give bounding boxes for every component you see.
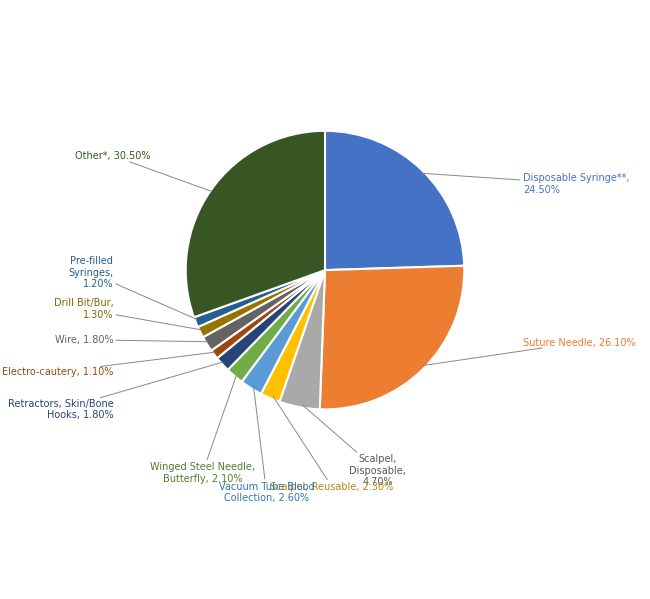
Text: Suture Needle, 26.10%: Suture Needle, 26.10% [423,338,636,365]
Wedge shape [227,270,325,382]
Text: Disposable Syringe**,
24.50%: Disposable Syringe**, 24.50% [422,173,629,195]
Text: Wire, 1.80%: Wire, 1.80% [55,335,208,345]
Wedge shape [203,270,325,350]
Text: Vacuum Tube Blood
Collection, 2.60%: Vacuum Tube Blood Collection, 2.60% [218,388,315,503]
Text: Drill Bit/Bur,
1.30%: Drill Bit/Bur, 1.30% [53,298,202,330]
Wedge shape [261,270,325,402]
Wedge shape [198,270,325,337]
Wedge shape [325,131,464,270]
Wedge shape [217,270,325,370]
Wedge shape [186,131,325,317]
Text: Scalpel,
Disposable,
4.70%: Scalpel, Disposable, 4.70% [302,405,406,487]
Text: Scalpel, Reusable, 2.30%: Scalpel, Reusable, 2.30% [270,397,394,492]
Wedge shape [242,270,325,394]
Wedge shape [194,270,325,327]
Text: Other*, 30.50%: Other*, 30.50% [75,151,212,192]
Wedge shape [280,270,325,409]
Wedge shape [320,266,464,409]
Wedge shape [211,270,325,358]
Text: Electro-cautery, 1.10%: Electro-cautery, 1.10% [2,352,214,377]
Text: Winged Steel Needle,
Butterfly, 2.10%: Winged Steel Needle, Butterfly, 2.10% [150,376,255,484]
Text: Retractors, Skin/Bone
Hooks, 1.80%: Retractors, Skin/Bone Hooks, 1.80% [8,362,223,420]
Text: Pre-filled
Syringes,
1.20%: Pre-filled Syringes, 1.20% [68,256,197,319]
